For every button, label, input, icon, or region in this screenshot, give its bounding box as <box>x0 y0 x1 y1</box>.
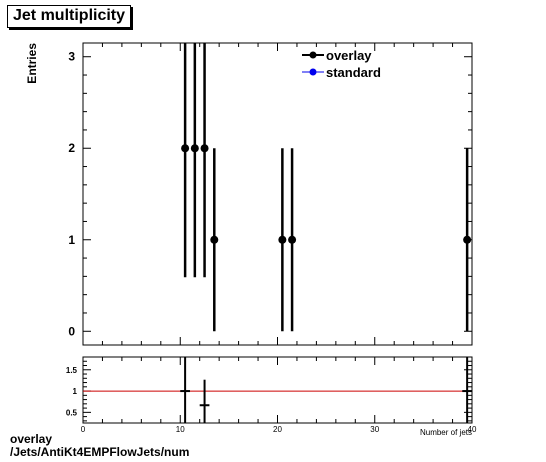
legend: overlay standard <box>302 48 381 80</box>
overlay-marker <box>288 235 297 244</box>
overlay-marker <box>278 235 287 244</box>
overlay-marker <box>463 235 472 244</box>
y-tick-label: 2 <box>68 141 75 155</box>
overlay-marker <box>210 235 219 244</box>
footer-line-1: overlay <box>10 432 53 446</box>
chart-title: Jet multiplicity <box>7 5 132 28</box>
ratio-y-tick-label: 1 <box>73 387 78 396</box>
ratio-plot-border <box>82 356 473 424</box>
x-tick-label: 40 <box>468 425 477 434</box>
ratio-plot-data <box>83 357 472 423</box>
overlay-marker <box>181 144 190 153</box>
footer-caption: overlay /Jets/AntiKt4EMPFlowJets/num <box>10 433 189 459</box>
main-plot-border <box>82 42 473 346</box>
ratio-plot-frame <box>82 356 473 424</box>
y-tick-label: 1 <box>68 233 75 247</box>
x-tick-label: 10 <box>176 425 185 434</box>
legend-label-overlay: overlay <box>326 48 372 63</box>
ratio-y-tick-label: 0.5 <box>66 408 78 417</box>
x-tick-label: 30 <box>370 425 379 434</box>
main-plot-frame <box>82 42 473 346</box>
x-axis-label: Number of jets <box>420 428 472 437</box>
overlay-marker <box>200 144 209 153</box>
ratio-plot-axes: 0 10 20 30 40 0.5 1 1.5 Number of jets <box>66 356 477 437</box>
y-axis-label: Entries <box>25 43 39 84</box>
y-tick-label: 0 <box>68 324 75 338</box>
main-plot-data <box>181 43 472 332</box>
footer-line-2: /Jets/AntiKt4EMPFlowJets/num <box>10 445 190 459</box>
main-plot-axes: 0 1 2 3 Entries <box>25 43 473 345</box>
x-tick-label: 20 <box>273 425 282 434</box>
legend-label-standard: standard <box>326 65 381 80</box>
y-tick-label: 3 <box>68 50 75 64</box>
overlay-marker <box>190 144 199 153</box>
legend-marker-overlay <box>309 51 317 59</box>
legend-marker-standard <box>309 68 317 76</box>
x-tick-label: 0 <box>81 425 86 434</box>
ratio-y-tick-label: 1.5 <box>66 366 78 375</box>
